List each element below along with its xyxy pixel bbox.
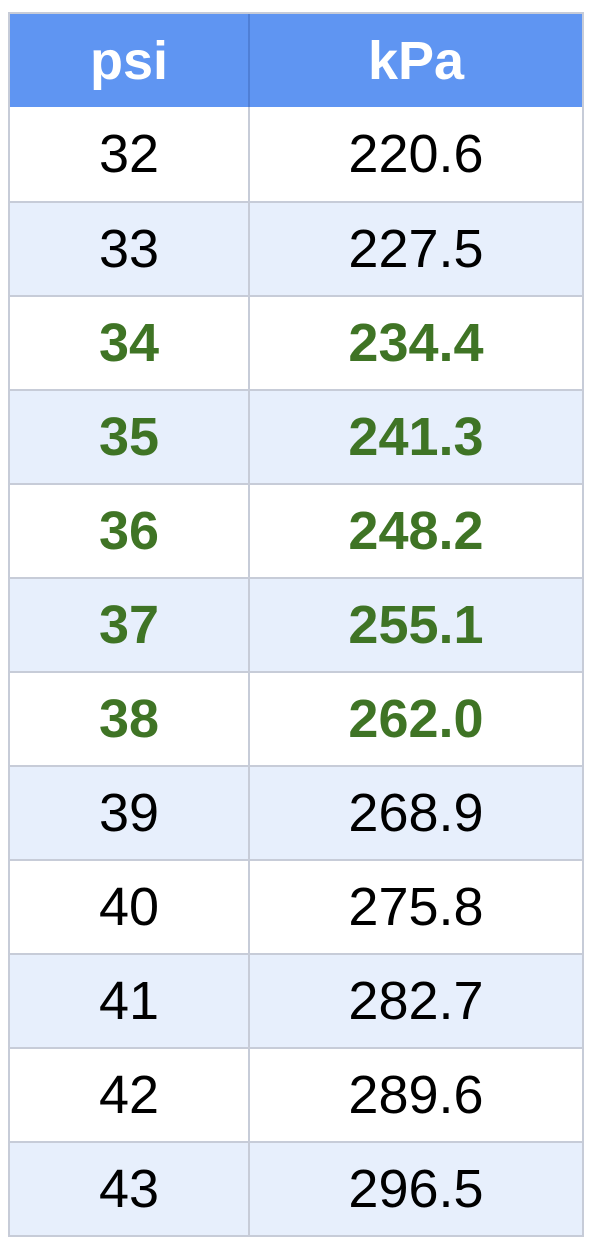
cell-psi: 32 (10, 107, 248, 201)
cell-kpa: 227.5 (248, 203, 582, 295)
cell-kpa: 248.2 (248, 485, 582, 577)
table-row: 34 234.4 (10, 295, 582, 389)
cell-kpa: 268.9 (248, 767, 582, 859)
cell-kpa: 282.7 (248, 955, 582, 1047)
table-body: 32 220.6 33 227.5 34 234.4 35 241.3 36 248.2 37 255… (10, 107, 582, 1235)
table-row: 33 227.5 (10, 201, 582, 295)
cell-psi: 39 (10, 767, 248, 859)
cell-psi: 34 (10, 297, 248, 389)
table-row: 35 241.3 (10, 389, 582, 483)
cell-psi: 35 (10, 391, 248, 483)
cell-psi: 43 (10, 1143, 248, 1235)
table-row: 40 275.8 (10, 859, 582, 953)
cell-psi: 38 (10, 673, 248, 765)
table-row: 38 262.0 (10, 671, 582, 765)
table-row: 37 255.1 (10, 577, 582, 671)
cell-kpa: 234.4 (248, 297, 582, 389)
cell-kpa: 262.0 (248, 673, 582, 765)
cell-psi: 33 (10, 203, 248, 295)
table-header-row: psi kPa (10, 14, 582, 107)
table-row: 42 289.6 (10, 1047, 582, 1141)
cell-kpa: 296.5 (248, 1143, 582, 1235)
table-row: 43 296.5 (10, 1141, 582, 1235)
cell-psi: 37 (10, 579, 248, 671)
table-row: 32 220.6 (10, 107, 582, 201)
psi-kpa-table: psi kPa 32 220.6 33 227.5 34 234.4 35 241.3 36 24… (8, 12, 584, 1237)
cell-psi: 40 (10, 861, 248, 953)
header-psi: psi (10, 14, 248, 107)
header-kpa: kPa (248, 14, 582, 107)
table-row: 36 248.2 (10, 483, 582, 577)
cell-psi: 41 (10, 955, 248, 1047)
cell-psi: 36 (10, 485, 248, 577)
cell-kpa: 241.3 (248, 391, 582, 483)
cell-kpa: 220.6 (248, 107, 582, 201)
cell-psi: 42 (10, 1049, 248, 1141)
cell-kpa: 289.6 (248, 1049, 582, 1141)
table-row: 39 268.9 (10, 765, 582, 859)
cell-kpa: 255.1 (248, 579, 582, 671)
cell-kpa: 275.8 (248, 861, 582, 953)
table-row: 41 282.7 (10, 953, 582, 1047)
